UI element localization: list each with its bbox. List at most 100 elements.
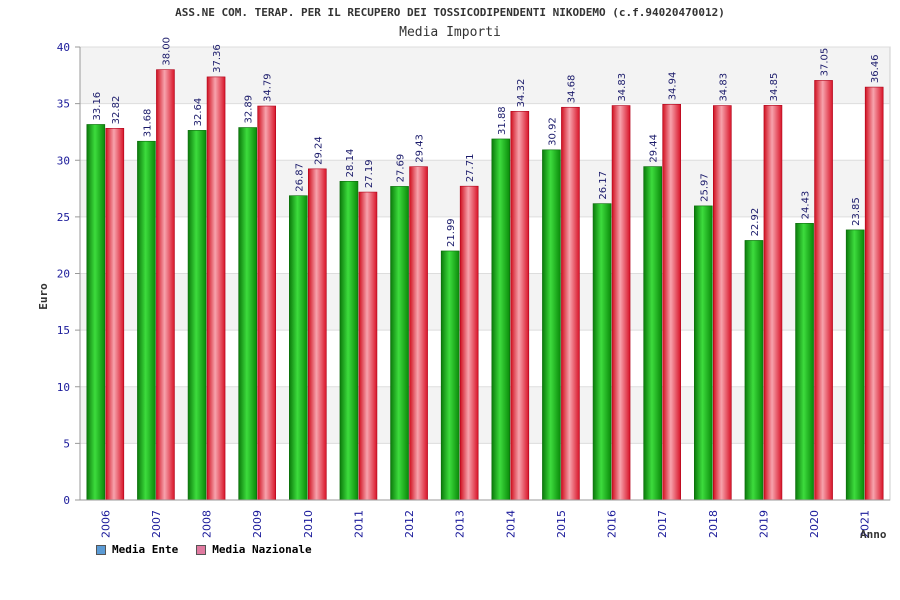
- data-label: 31.88: [497, 106, 508, 135]
- legend-swatch: [96, 544, 106, 555]
- bar-media-ente: [86, 124, 106, 501]
- data-label: 32.82: [111, 96, 122, 125]
- data-label: 33.16: [92, 92, 103, 121]
- legend: Media Ente Media Nazionale: [96, 543, 312, 556]
- data-label: 25.97: [699, 173, 710, 202]
- data-label: 37.05: [820, 48, 831, 77]
- data-label: 29.44: [649, 134, 660, 163]
- data-label: 38.00: [161, 37, 172, 66]
- legend-item-media-nazionale: Media Nazionale: [196, 543, 312, 556]
- data-label: 29.24: [313, 136, 324, 165]
- bar-media-nazionale: [358, 191, 378, 501]
- bar-media-nazionale: [561, 106, 580, 501]
- data-label: 31.68: [142, 109, 153, 138]
- y-tick-label: 25: [57, 211, 70, 224]
- bar-media-nazionale: [864, 86, 884, 501]
- x-tick-label: 2015: [555, 510, 568, 538]
- bars: 33.16 32.82 31.68 38.00 32.64 37.36 32.89 34.79…: [86, 37, 884, 501]
- data-label: 37.36: [212, 44, 223, 73]
- data-label: 24.43: [801, 191, 812, 220]
- bar-media-ente: [592, 203, 612, 501]
- data-label: 34.83: [617, 73, 628, 102]
- x-tick-label: 2018: [707, 510, 720, 538]
- data-label: 36.46: [870, 54, 881, 83]
- data-label: 34.94: [668, 72, 679, 101]
- bar-media-nazionale: [510, 111, 530, 501]
- y-tick-label: 35: [57, 98, 70, 111]
- data-label: 34.85: [769, 73, 780, 102]
- x-tick-label: 2011: [352, 510, 365, 538]
- x-tick-label: 2016: [606, 510, 619, 538]
- data-label: 26.17: [598, 171, 609, 200]
- data-label: 22.92: [750, 208, 761, 237]
- x-tick-label: 2014: [504, 510, 517, 538]
- data-label: 32.64: [193, 98, 204, 127]
- legend-item-media-ente: Media Ente: [96, 543, 178, 556]
- x-tick-label: 2006: [99, 510, 112, 538]
- y-tick-label: 0: [63, 494, 70, 507]
- bar-media-nazionale: [257, 105, 276, 501]
- y-tick-label: 40: [57, 41, 70, 54]
- data-label: 34.83: [718, 73, 729, 102]
- data-label: 27.69: [396, 154, 407, 183]
- y-tick-label: 5: [63, 437, 70, 450]
- bar-media-ente: [542, 149, 561, 501]
- bar-media-nazionale: [105, 128, 125, 501]
- data-label: 21.99: [446, 218, 457, 247]
- y-tick-label: 30: [57, 154, 70, 167]
- bar-media-nazionale: [206, 76, 226, 501]
- bar-media-nazionale: [662, 104, 681, 501]
- legend-label: Media Nazionale: [212, 543, 312, 556]
- bar-media-nazionale: [763, 105, 783, 501]
- y-tick-label: 20: [57, 268, 70, 281]
- bar-media-nazionale: [156, 69, 175, 501]
- data-label: 27.19: [364, 159, 375, 188]
- bar-media-nazionale: [459, 185, 479, 501]
- bar-media-ente: [339, 181, 359, 501]
- axis-ticks: 0 5 10 15 20 25 30 35 40 2006 2007 2008 2009 2010 2011…: [57, 41, 890, 538]
- data-label: 32.89: [244, 95, 255, 124]
- x-tick-label: 2008: [201, 510, 214, 538]
- bar-media-ente: [440, 250, 460, 501]
- bar-media-ente: [289, 195, 308, 501]
- bar-media-ente: [491, 138, 511, 501]
- x-tick-label: 2007: [150, 510, 163, 538]
- bar-media-ente: [795, 223, 814, 501]
- bar-media-ente: [845, 229, 865, 501]
- x-tick-label: 2020: [808, 510, 821, 538]
- x-tick-label: 2009: [251, 510, 264, 538]
- y-tick-label: 10: [57, 381, 70, 394]
- data-label: 26.87: [294, 163, 305, 192]
- bar-media-nazionale: [409, 166, 428, 501]
- chart-title: ASS.NE COM. TERAP. PER IL RECUPERO DEI T…: [175, 6, 725, 19]
- y-axis-label: Euro: [36, 283, 50, 310]
- x-axis-label: Anno: [860, 528, 887, 541]
- bar-media-ente: [238, 127, 257, 501]
- x-tick-label: 2017: [656, 510, 669, 538]
- bar-media-nazionale: [814, 80, 833, 501]
- data-label: 28.14: [345, 149, 356, 178]
- bar-media-ente: [694, 205, 713, 501]
- legend-swatch: [196, 544, 207, 555]
- data-label: 34.32: [516, 79, 527, 108]
- data-label: 34.68: [566, 75, 577, 104]
- x-tick-label: 2012: [403, 510, 416, 538]
- bar-media-ente: [137, 140, 156, 501]
- data-label: 29.43: [415, 134, 426, 163]
- x-tick-label: 2013: [454, 510, 467, 538]
- legend-label: Media Ente: [112, 543, 179, 556]
- bar-media-ente: [187, 130, 207, 501]
- data-label: 27.71: [465, 154, 476, 183]
- bar-media-ente: [643, 166, 662, 501]
- data-label: 23.85: [851, 197, 862, 226]
- x-tick-label: 2019: [757, 510, 770, 538]
- x-tick-label: 2010: [302, 510, 315, 538]
- x-tick-label: 2021: [859, 510, 872, 538]
- bar-media-ente: [744, 240, 764, 501]
- y-tick-label: 15: [57, 324, 70, 337]
- data-label: 34.79: [263, 73, 274, 102]
- bar-media-nazionale: [713, 105, 732, 501]
- bar-media-nazionale: [611, 105, 631, 501]
- chart-subtitle: Media Importi: [399, 25, 501, 40]
